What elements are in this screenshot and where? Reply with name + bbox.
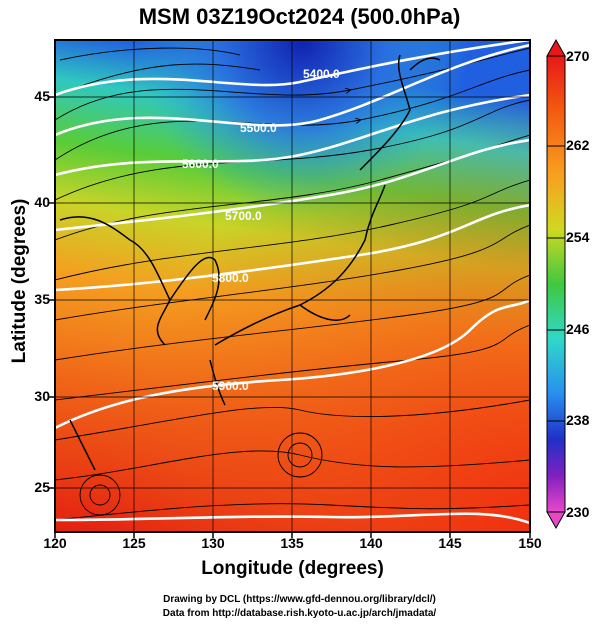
y-tick-label: 30	[34, 388, 50, 404]
lat-lon-grid	[55, 40, 530, 532]
height-contours	[55, 40, 530, 525]
x-tick-label: 130	[201, 535, 225, 551]
y-tick-label: 45	[34, 88, 50, 104]
contour-label: 5600.0	[182, 157, 219, 171]
x-tick-label: 150	[518, 535, 542, 551]
credit-drawing: Drawing by DCL (https://www.gfd-dennou.o…	[163, 594, 436, 605]
contour-label: 5900.0	[212, 379, 249, 393]
coastlines	[59, 54, 441, 471]
contour-label: 5700.0	[225, 209, 262, 223]
colorbar-label: 270	[566, 48, 590, 64]
y-axis-label: Latitude (degrees)	[9, 198, 30, 364]
x-tick-label: 120	[43, 535, 67, 551]
colorbar-label: 238	[566, 412, 590, 428]
y-tick-label: 25	[34, 479, 50, 495]
colorbar	[546, 38, 566, 530]
chart-title: MSM 03Z19Oct2024 (500.0hPa)	[138, 4, 461, 29]
x-tick-label: 145	[438, 535, 462, 551]
colorbar-label: 230	[566, 504, 590, 520]
axis-ticks	[49, 96, 531, 538]
y-tick-label: 35	[34, 291, 50, 307]
colorbar-label: 246	[566, 321, 590, 337]
contour-label: 5400.0	[303, 67, 340, 81]
contour-label: 5800.0	[212, 271, 249, 285]
contour-label: 5500.0	[240, 121, 277, 135]
x-tick-label: 135	[280, 535, 304, 551]
x-tick-label: 140	[359, 535, 383, 551]
credit-data: Data from http://database.rish.kyoto-u.a…	[162, 608, 437, 619]
x-axis-label: Longitude (degrees)	[201, 558, 384, 579]
x-tick-label: 125	[122, 535, 146, 551]
y-tick-label: 40	[34, 194, 50, 210]
temperature-field	[55, 40, 530, 532]
colorbar-label: 254	[566, 229, 590, 245]
colorbar-label: 262	[566, 137, 590, 153]
